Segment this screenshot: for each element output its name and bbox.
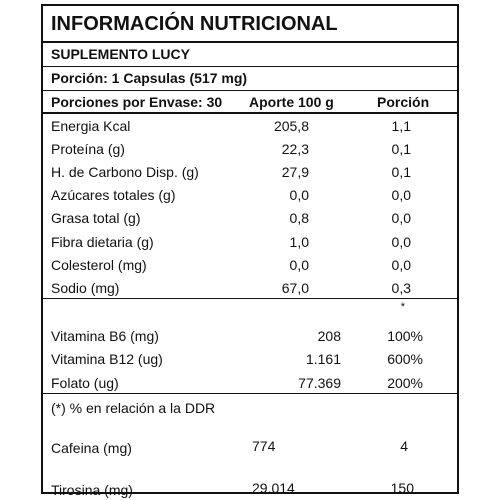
vitamin-percent: 100% bbox=[387, 328, 423, 344]
extra-name: Cafeina (mg) bbox=[51, 440, 132, 456]
nutrition-label: INFORMACIÓN NUTRICIONAL SUPLEMENTO LUCY … bbox=[41, 4, 459, 498]
nutrient-portion: 0,0 bbox=[391, 210, 411, 226]
ddr-footnote: (*) % en relación a la DDR bbox=[51, 400, 216, 416]
nutrient-per100: 1,0 bbox=[289, 234, 309, 250]
nutrient-per100: 67,0 bbox=[281, 280, 309, 296]
label-title: INFORMACIÓN NUTRICIONAL bbox=[51, 13, 338, 35]
nutrient-per100: 27,9 bbox=[281, 164, 309, 180]
extra-portion: 4 bbox=[400, 438, 408, 454]
nutrient-portion: 0,1 bbox=[391, 164, 411, 180]
nutrient-name: Fibra dietaria (g) bbox=[51, 234, 154, 250]
nutrient-portion: 0,0 bbox=[391, 187, 411, 203]
nutrient-portion: 0,3 bbox=[391, 280, 411, 296]
nutrient-name: H. de Carbono Disp. (g) bbox=[51, 164, 199, 180]
nutrient-portion: 1,1 bbox=[391, 118, 411, 134]
nutrient-name: Colesterol (mg) bbox=[51, 257, 147, 273]
nutrient-name: Sodio (mg) bbox=[51, 280, 120, 296]
product-name: SUPLEMENTO LUCY bbox=[51, 46, 190, 62]
vitamin-percent: 600% bbox=[387, 351, 423, 367]
vitamin-value: 208 bbox=[317, 328, 341, 344]
extra-portion: 150 bbox=[390, 480, 414, 496]
vitamins-divider bbox=[43, 393, 457, 394]
vitamin-value: 77.369 bbox=[298, 375, 341, 391]
nutrient-per100: 0,0 bbox=[289, 257, 309, 273]
nutrients-divider bbox=[43, 298, 457, 299]
nutrient-name: Azúcares totales (g) bbox=[51, 187, 176, 203]
vitamin-name: Vitamina B12 (ug) bbox=[51, 351, 163, 367]
nutrient-per100: 0,8 bbox=[289, 210, 309, 226]
servings-per-pack: Porciones por Envase: 30 bbox=[51, 94, 223, 110]
nutrient-portion: 0,0 bbox=[391, 234, 411, 250]
header-divider bbox=[43, 112, 457, 114]
vitamin-name: Vitamina B6 (mg) bbox=[51, 328, 159, 344]
extra-value: 29.014 bbox=[252, 480, 295, 496]
vitamin-name: Folato (ug) bbox=[51, 375, 119, 391]
extra-name: Tirosina (mg) bbox=[51, 482, 133, 498]
nutrient-portion: 0,0 bbox=[391, 257, 411, 273]
serving-divider bbox=[43, 90, 457, 91]
nutrient-per100: 205,8 bbox=[273, 118, 309, 134]
nutrient-name: Energia Kcal bbox=[51, 118, 131, 134]
serving-size: Porción: 1 Capsulas (517 mg) bbox=[51, 70, 248, 86]
vitamin-value: 1.161 bbox=[305, 351, 341, 367]
column-header-per100: Aporte 100 g bbox=[249, 94, 334, 110]
title-divider bbox=[43, 41, 457, 43]
product-divider bbox=[43, 66, 457, 67]
nutrient-portion: 0,1 bbox=[391, 141, 411, 157]
nutrient-per100: 22,3 bbox=[281, 141, 309, 157]
vitamin-percent: 200% bbox=[387, 375, 423, 391]
extra-value: 774 bbox=[252, 438, 276, 454]
nutrient-per100: 0,0 bbox=[289, 187, 309, 203]
nutrient-name: Proteína (g) bbox=[51, 141, 125, 157]
nutrient-name: Grasa total (g) bbox=[51, 210, 141, 226]
ddr-asterisk: * bbox=[400, 301, 405, 313]
column-header-portion: Porción bbox=[377, 94, 430, 110]
